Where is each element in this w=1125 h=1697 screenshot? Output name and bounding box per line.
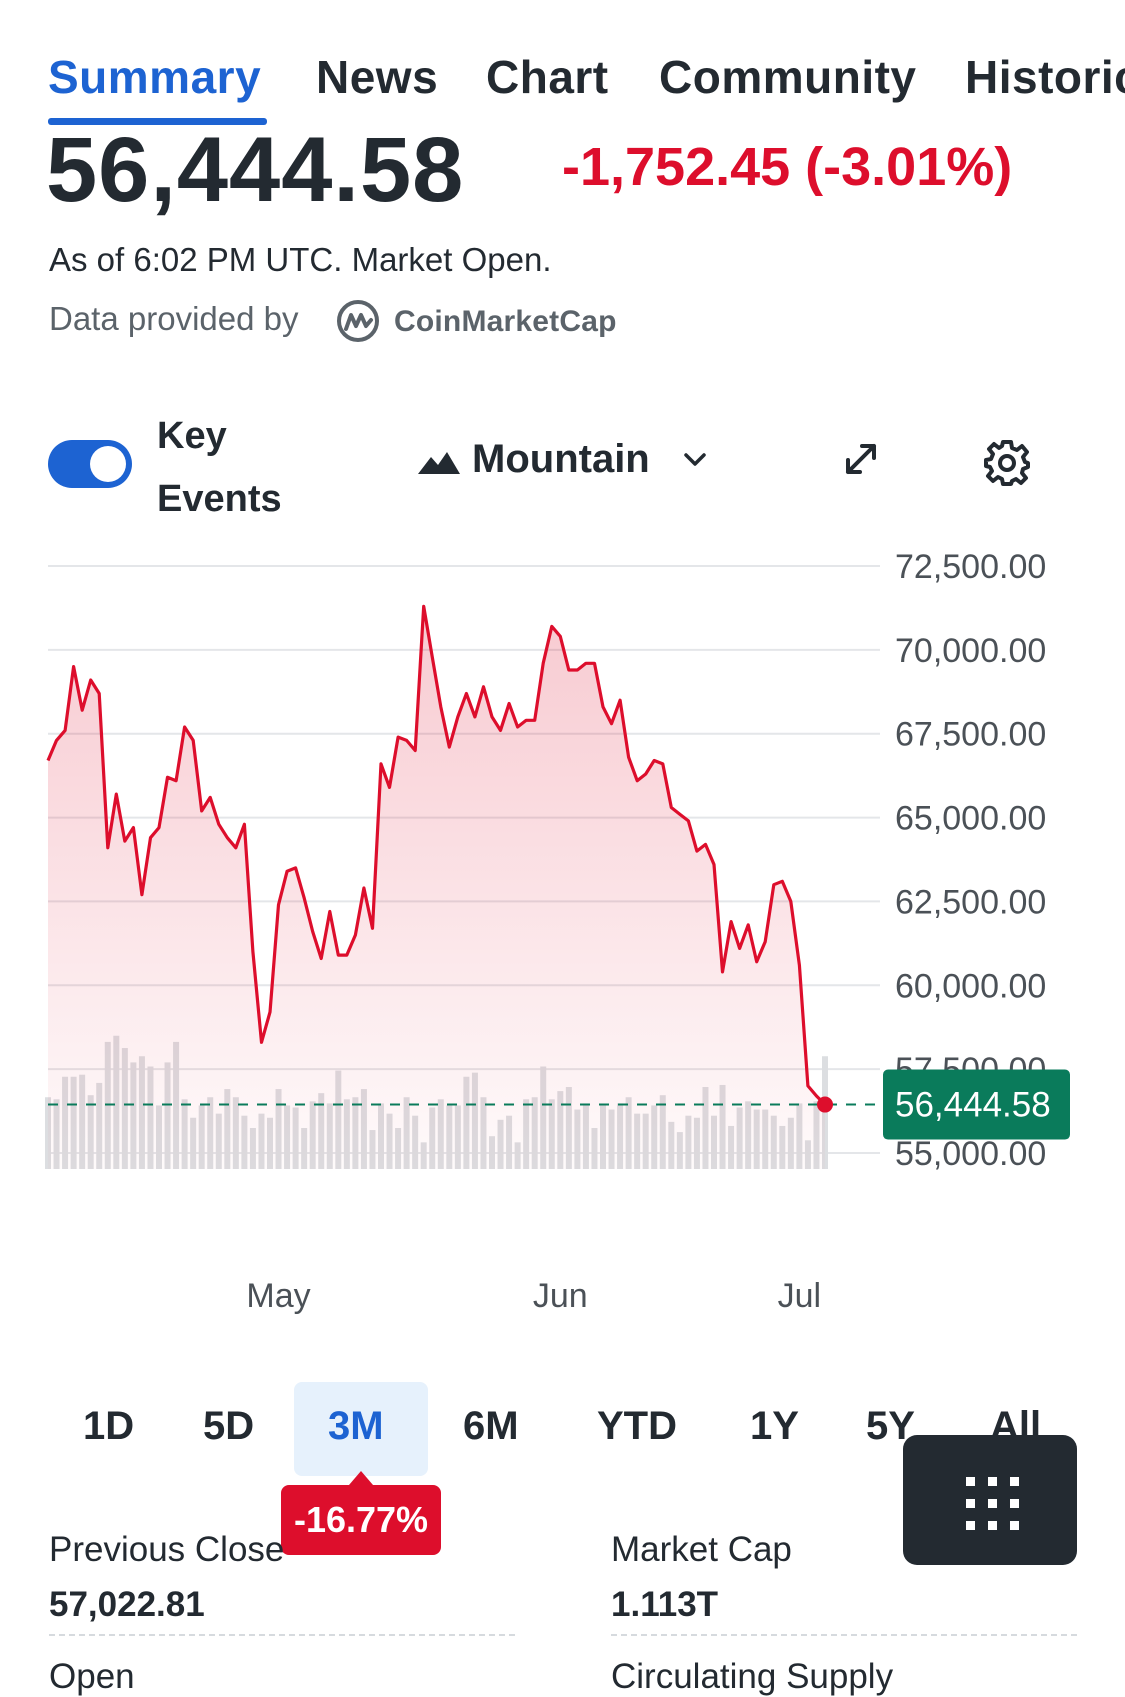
current-price: 56,444.58 (46, 119, 465, 221)
expand-icon[interactable] (840, 438, 882, 480)
last-price-tag: 56,444.58 (883, 1069, 1070, 1140)
stat-divider (49, 1634, 515, 1636)
previous-close-label: Previous Close (49, 1530, 285, 1569)
x-tick-label: Jul (778, 1277, 821, 1315)
range-6m[interactable]: 6M (463, 1404, 519, 1448)
y-tick-label: 70,000.00 (895, 632, 1046, 670)
coinmarketcap-logo-icon[interactable] (335, 298, 381, 344)
grid-icon (966, 1477, 1019, 1530)
last-price-tag-bg (883, 1069, 1070, 1140)
range-5d[interactable]: 5D (203, 1404, 255, 1448)
range-3m[interactable]: 3M (328, 1404, 384, 1448)
x-tick-label: Jun (533, 1277, 588, 1315)
tab-summary[interactable]: Summary (48, 51, 262, 103)
chevron-down-icon[interactable] (683, 452, 707, 468)
y-tick-label: 62,500.00 (895, 883, 1046, 921)
key-events-label-line2: Events (157, 478, 282, 520)
mountain-icon (418, 452, 460, 474)
as-of-timestamp: As of 6:02 PM UTC. Market Open. (49, 241, 552, 278)
range-1y[interactable]: 1Y (750, 1404, 799, 1448)
data-provided-by: Data provided by (49, 300, 299, 337)
price-chart[interactable]: 72,500.00 70,000.00 67,500.00 65,000.00 62,5… (0, 540, 1125, 1320)
key-events-label: Key Events (157, 405, 282, 531)
x-axis: May Jun Jul (246, 1277, 821, 1315)
y-tick-label: 72,500.00 (895, 548, 1046, 586)
tab-news[interactable]: News (316, 51, 439, 103)
toggle-knob (90, 446, 126, 482)
app-menu-button[interactable] (903, 1435, 1077, 1565)
price-line (46, 604, 827, 1106)
price-area (48, 606, 825, 1169)
range-ytd[interactable]: YTD (597, 1404, 677, 1448)
y-tick-label: 65,000.00 (895, 800, 1046, 838)
tab-chart[interactable]: Chart (486, 51, 609, 103)
open-label: Open (49, 1657, 135, 1696)
range-active-bg (294, 1382, 428, 1476)
last-price-dot (817, 1096, 833, 1113)
y-tick-label: 60,000.00 (895, 967, 1046, 1005)
stat-divider (611, 1634, 1077, 1636)
range-change-badge: -16.77% (281, 1471, 441, 1555)
circulating-supply-label: Circulating Supply (611, 1657, 894, 1696)
range-1d[interactable]: 1D (83, 1404, 135, 1448)
tab-historical[interactable]: Historic (965, 51, 1125, 103)
previous-close-value: 57,022.81 (49, 1585, 205, 1624)
range-selector: 1D 5D 3M 6M YTD 1Y 5Y All (0, 1382, 1125, 1482)
gear-icon[interactable] (982, 438, 1032, 488)
y-tick-label: 55,000.00 (895, 1135, 1046, 1173)
tab-community[interactable]: Community (659, 51, 917, 103)
chart-type-select[interactable]: Mountain (472, 437, 650, 481)
quote-tabs: Summary News Chart Community Historic (0, 42, 1125, 130)
market-cap-label: Market Cap (611, 1530, 792, 1569)
price-change: -1,752.45 (-3.01%) (562, 137, 1013, 197)
active-tab-indicator (48, 118, 267, 125)
key-events-toggle[interactable] (48, 440, 132, 488)
y-axis: 72,500.00 70,000.00 67,500.00 65,000.00 62,5… (895, 548, 1046, 1173)
coinmarketcap-link[interactable]: CoinMarketCap (394, 305, 617, 338)
key-events-label-line1: Key (157, 415, 227, 457)
market-cap-value: 1.113T (611, 1585, 719, 1624)
x-tick-label: May (246, 1277, 310, 1315)
last-price-tag-label: 56,444.58 (895, 1086, 1051, 1125)
y-tick-label: 67,500.00 (895, 716, 1046, 754)
